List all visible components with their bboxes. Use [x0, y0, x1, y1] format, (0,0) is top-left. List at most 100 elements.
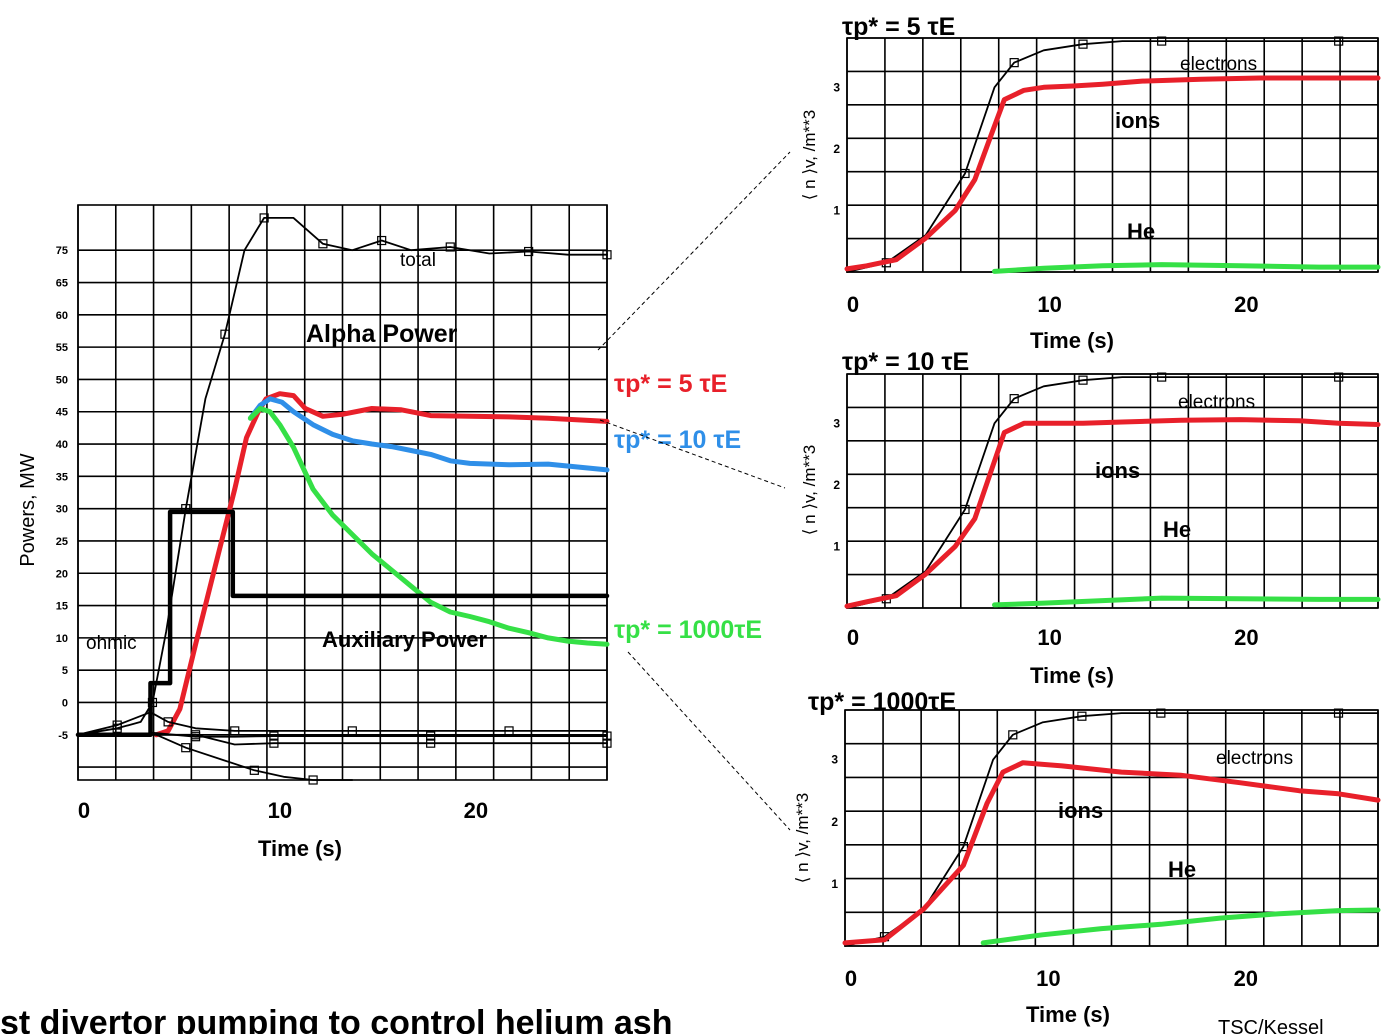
y-tick-label: -5	[58, 730, 68, 742]
y-tick-label: 50	[56, 374, 68, 386]
annotation-ions-tau-10: ions	[1095, 458, 1140, 483]
legend-tau-1000: τp* = 1000τE	[614, 616, 762, 644]
main-xlabel: Time (s)	[258, 836, 342, 861]
density-title-tau-10: τp* = 10 τE	[842, 348, 969, 376]
series-marker	[112, 720, 122, 730]
series-marker	[602, 738, 612, 748]
density-ylabel-tau-1000: ⟨ n ⟩v, /m**3	[793, 793, 812, 883]
y-tick-label: 1	[833, 539, 840, 553]
leader-tau-1000	[627, 651, 791, 831]
annotation-ohmic: ohmic	[86, 633, 137, 654]
series-marker	[181, 743, 191, 753]
series-marker	[958, 842, 969, 852]
series-marker	[445, 242, 455, 252]
series-marker	[1334, 36, 1344, 46]
series-marker	[960, 504, 970, 515]
y-tick-label: 1	[831, 877, 838, 891]
grid-tau-1000	[844, 709, 1379, 947]
y-tick-label: 30	[56, 504, 68, 516]
x-tick-label: 10	[268, 798, 292, 823]
y-tick-label: 10	[56, 633, 68, 645]
y-tick-label: 55	[56, 342, 68, 354]
footer-credit: TSC/Kessel	[1218, 1017, 1324, 1034]
y-tick-label: 0	[62, 697, 68, 709]
series-line-tau-10-1	[844, 417, 1381, 609]
series-marker	[960, 168, 970, 179]
series-marker	[1009, 394, 1019, 404]
leader-tau-10	[599, 419, 786, 489]
series-marker	[318, 239, 328, 249]
y-tick-label: 2	[831, 815, 838, 829]
y-tick-label: 3	[831, 753, 838, 767]
x-tick-label: 0	[845, 966, 857, 991]
density-xlabel-tau-10: Time (s)	[1030, 663, 1114, 688]
series-marker	[1157, 372, 1167, 382]
y-tick-label: 3	[833, 80, 840, 94]
zoom-leader-lines	[597, 151, 791, 831]
leader-tau-5	[597, 151, 791, 351]
y-tick-label: 60	[56, 310, 68, 322]
annotation-ions-tau-1000: ions	[1058, 798, 1103, 823]
x-tick-label: 0	[78, 798, 90, 823]
series-line-tau-1000-2	[980, 907, 1381, 946]
series-line-main-7	[151, 733, 608, 746]
series-line-main-8	[155, 733, 354, 781]
density-chart-tau-1000: τp* = 1000τE ⟨ n ⟩v, /m**3 Time (s) elec…	[793, 688, 1381, 1027]
series-marker	[190, 730, 201, 740]
series-marker	[269, 738, 279, 748]
series-line-tau-5-2	[992, 262, 1381, 274]
y-tick-label: 2	[833, 142, 840, 156]
series-marker	[1078, 39, 1088, 49]
y-tick-label: 25	[56, 536, 68, 548]
y-tick-label: 65	[56, 278, 68, 290]
density-title-tau-5: τp* = 5 τE	[842, 13, 955, 41]
annotation-he-tau-1000: He	[1168, 857, 1196, 882]
grid-tau-10	[846, 373, 1379, 609]
series-marker	[1009, 58, 1019, 68]
grid-tau-5	[846, 37, 1379, 273]
x-tick-label: 20	[1234, 966, 1258, 991]
x-tick-label: 0	[847, 625, 859, 650]
y-tick-label: 20	[56, 568, 68, 580]
y-tick-label: 2	[833, 478, 840, 492]
series-marker	[426, 731, 436, 741]
series-marker	[1078, 375, 1088, 385]
series-marker	[347, 726, 357, 736]
series-marker	[259, 213, 269, 223]
legend-tau-5: τp* = 5 τE	[614, 370, 727, 398]
y-tick-label: 3	[833, 416, 840, 430]
y-tick-label: 1	[833, 203, 840, 217]
annotation-he-tau-5: He	[1127, 219, 1155, 244]
series-marker	[1334, 372, 1344, 382]
x-tick-label: 10	[1037, 292, 1061, 317]
series-marker	[1008, 730, 1018, 740]
series-line-main-1	[153, 391, 610, 738]
series-marker	[1077, 711, 1087, 721]
series-line-main-5	[77, 711, 608, 736]
annotation-electrons-tau-10: electrons	[1178, 392, 1255, 413]
series-marker	[1157, 36, 1167, 46]
series-marker	[1156, 708, 1166, 718]
series-line-main-3	[247, 406, 610, 647]
series-line-tau-5-1	[844, 75, 1381, 272]
series-marker	[230, 726, 240, 736]
series-line-tau-1000-1	[842, 760, 1381, 946]
series-marker	[249, 765, 259, 775]
grid-main	[77, 204, 608, 781]
y-tick-label: 5	[62, 665, 68, 677]
y-tick-label: 15	[56, 601, 68, 613]
plot-frame	[846, 37, 1379, 273]
plot-frame	[846, 373, 1379, 609]
series-line-main-2	[247, 396, 610, 473]
x-tick-label: 20	[1234, 625, 1258, 650]
x-tick-label: 10	[1036, 966, 1060, 991]
density-title-tau-1000: τp* = 1000τE	[808, 688, 956, 716]
series-marker	[504, 726, 514, 736]
series-line-main-0	[77, 217, 608, 736]
annotation-electrons-tau-5: electrons	[1180, 54, 1257, 75]
y-tick-label: 35	[56, 471, 68, 483]
series-marker	[269, 731, 279, 741]
series-marker	[1333, 708, 1344, 718]
legend-tau-10: τp* = 10 τE	[614, 426, 741, 454]
density-xlabel-tau-5: Time (s)	[1030, 328, 1114, 353]
